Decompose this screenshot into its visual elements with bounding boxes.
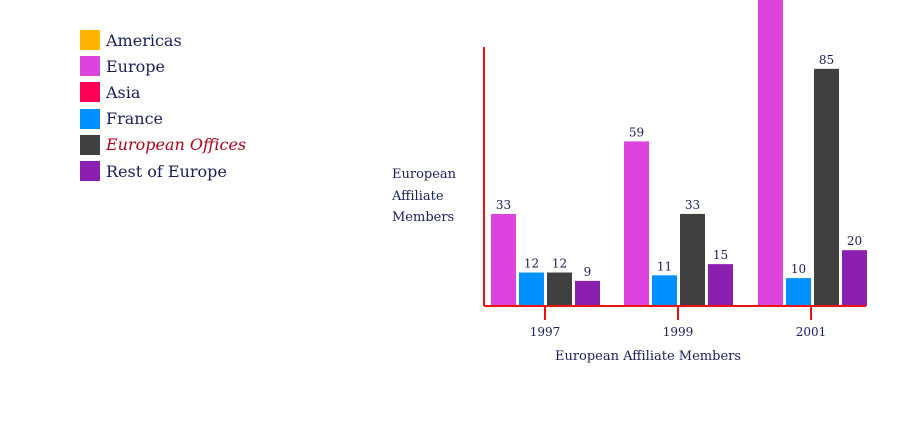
axes-group bbox=[483, 47, 866, 307]
legend-item: France bbox=[80, 106, 246, 132]
x-tick-label: 1999 bbox=[663, 325, 694, 339]
bar bbox=[708, 264, 733, 306]
bar-value-label: 10 bbox=[791, 262, 806, 276]
legend-swatch bbox=[80, 134, 100, 155]
bar bbox=[842, 250, 867, 306]
bar bbox=[814, 68, 839, 306]
bar-value-label: 9 bbox=[584, 265, 592, 279]
x-tick-label: 1997 bbox=[530, 325, 561, 339]
legend-swatch bbox=[80, 108, 100, 129]
legend-label: Europe bbox=[106, 56, 165, 76]
bar-value-label: 12 bbox=[552, 257, 567, 271]
bar bbox=[758, 0, 783, 306]
bar bbox=[680, 213, 705, 306]
x-tick-label: 2001 bbox=[796, 325, 827, 339]
legend-swatch bbox=[80, 82, 100, 103]
legend-item: European Offices bbox=[80, 132, 246, 158]
bar bbox=[786, 278, 811, 306]
bar-value-label: 15 bbox=[713, 248, 728, 262]
bar bbox=[519, 272, 544, 306]
bars-group bbox=[491, 0, 867, 306]
legend-label: France bbox=[106, 109, 164, 129]
legend: Americas Europe Asia France European Offices… bbox=[80, 27, 246, 184]
bar-value-label: 33 bbox=[496, 198, 511, 212]
y-axis-label: European Affiliate Members bbox=[392, 167, 457, 225]
bar-value-label: 11 bbox=[657, 259, 672, 273]
bar-value-label: 33 bbox=[685, 198, 700, 212]
legend-label: Americas bbox=[106, 30, 182, 50]
legend-swatch bbox=[80, 30, 100, 51]
x-axis-label: European Affiliate Members bbox=[554, 349, 742, 364]
legend-label: European Offices bbox=[106, 135, 247, 155]
value-labels-group: 33 12 12 9 59 11 33 15 10 85 20 bbox=[496, 53, 862, 279]
bar bbox=[624, 141, 649, 306]
legend-item: Rest of Europe bbox=[80, 158, 246, 184]
bar-value-label: 59 bbox=[629, 125, 644, 139]
legend-item: Americas bbox=[80, 27, 246, 53]
x-ticks-group: 1997 1999 2001 bbox=[530, 306, 827, 339]
bar-value-label: 20 bbox=[847, 234, 862, 248]
legend-item: Asia bbox=[80, 79, 246, 105]
bar-value-label: 85 bbox=[819, 53, 834, 67]
legend-swatch bbox=[80, 161, 100, 182]
legend-label: Rest of Europe bbox=[106, 161, 227, 181]
legend-item: Europe bbox=[80, 53, 246, 79]
legend-swatch bbox=[80, 56, 100, 77]
legend-label: Asia bbox=[106, 82, 141, 102]
bar bbox=[491, 213, 516, 306]
bar bbox=[652, 275, 677, 306]
bar bbox=[547, 272, 572, 306]
bar-value-label: 12 bbox=[524, 257, 539, 271]
bar bbox=[575, 280, 600, 306]
